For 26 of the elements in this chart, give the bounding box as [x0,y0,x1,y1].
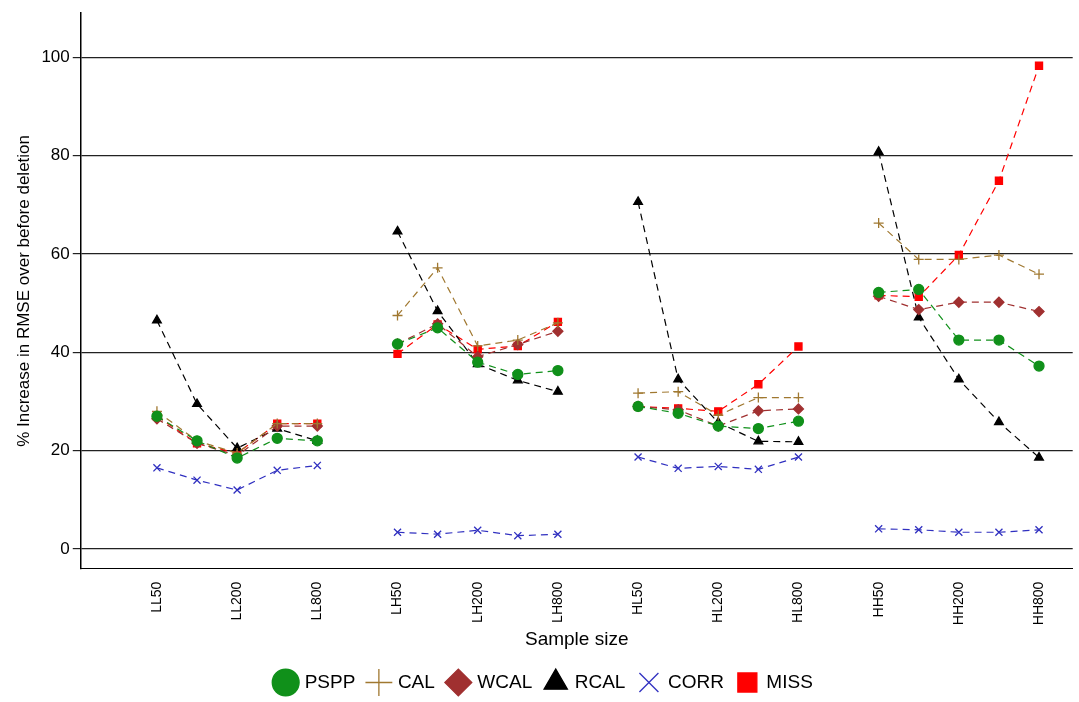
y-tick-label: 0 [60,538,70,558]
legend-label: MISS [766,670,813,692]
x-tick-label: LL800 [308,581,325,621]
y-axis-title: % Increase in RMSE over before deletion [13,135,33,447]
legend-label: WCAL [477,670,533,692]
y-tick-label: 100 [41,47,70,67]
x-tick-label: HH50 [869,581,886,618]
x-tick-label: HL200 [709,581,726,623]
y-tick-label: 80 [50,145,70,165]
x-tick-label: LH50 [388,581,405,616]
legend-label: RCAL [574,670,626,692]
x-axis-title: Sample size [524,627,629,649]
x-tick-label: HL800 [789,581,806,623]
x-tick-label: LH200 [468,581,485,623]
legend-label: CORR [667,670,724,692]
x-tick-label: HH800 [1029,581,1046,626]
x-tick-label: HH200 [949,581,966,626]
x-tick-label: LL200 [227,581,244,621]
y-tick-label: 20 [50,440,70,460]
x-tick-label: HL50 [628,581,645,616]
y-tick-label: 40 [50,342,70,362]
legend-label: CAL [397,670,435,692]
x-tick-label: LL50 [147,581,164,613]
legend-label: PSPP [304,670,356,692]
y-tick-label: 60 [50,243,70,263]
x-tick-label: LH800 [548,581,565,623]
